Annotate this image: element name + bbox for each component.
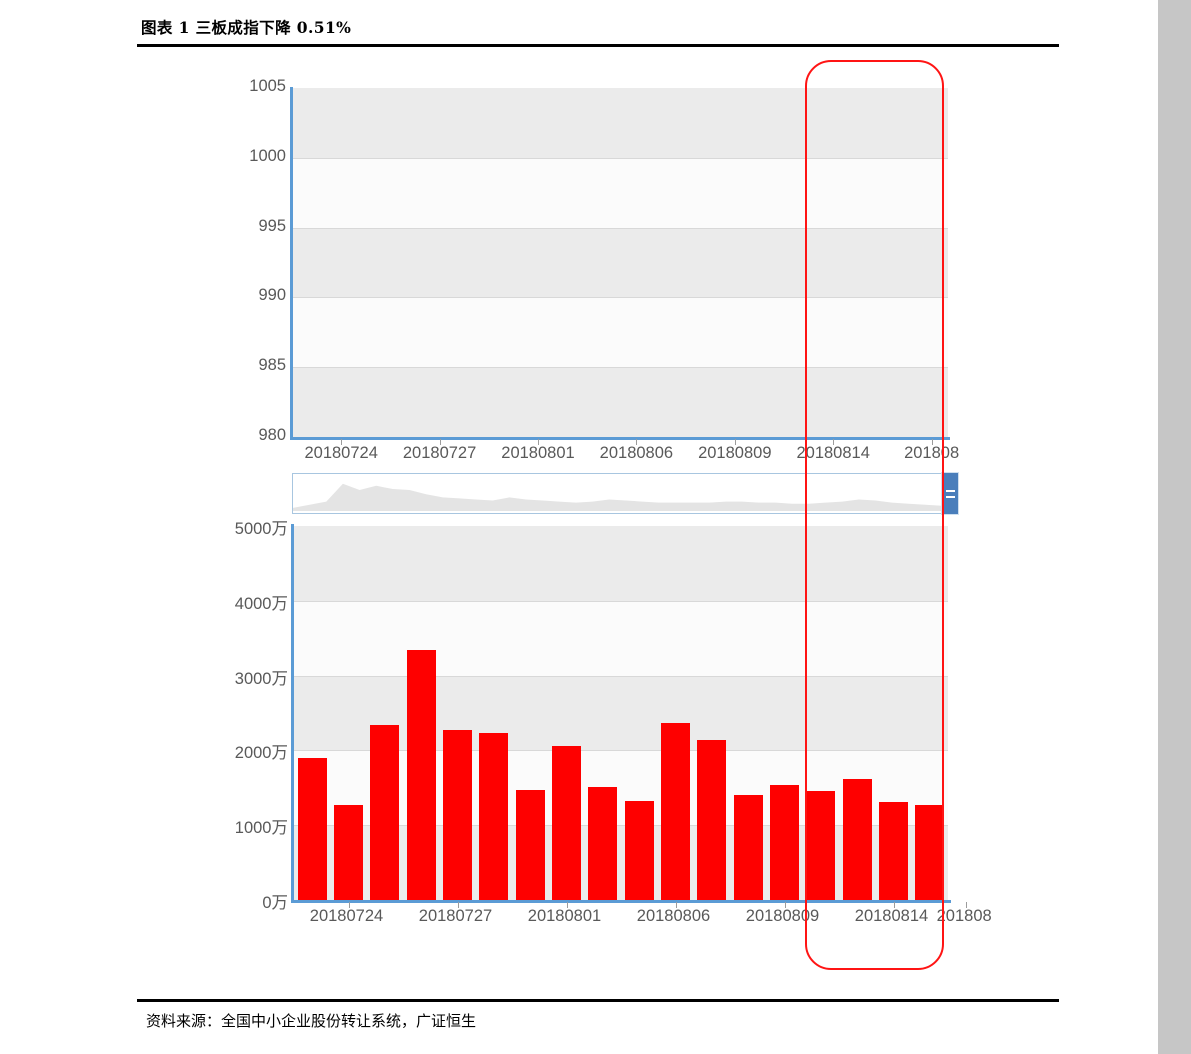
bar-chart-x-tick-label: 20180724	[309, 907, 384, 925]
bar-chart-x-tick-label: 20180814	[854, 907, 929, 925]
bar-chart-y-tick-label: 2000万	[234, 744, 288, 763]
bar-chart-x-axis-labels: 20180724 20180727 20180801 20180806 20180809…	[292, 907, 992, 931]
gridline	[294, 750, 948, 751]
line-chart-x-tick	[636, 439, 638, 445]
navigator-area-path	[293, 483, 942, 511]
plot-band	[292, 367, 948, 437]
bar-chart-bar[interactable]	[515, 790, 545, 900]
bar-chart-x-axis-line	[291, 900, 951, 903]
bar-chart-bar[interactable]	[370, 724, 400, 900]
navigator-right-handle[interactable]	[941, 472, 959, 515]
gridline	[292, 158, 948, 159]
bar-chart-x-tick	[893, 902, 895, 908]
bar-chart-y-tick-label: 5000万	[234, 520, 288, 538]
line-chart-y-tick-label: 980	[258, 426, 286, 444]
title-divider	[137, 44, 1059, 47]
line-chart-x-tick-label: 20180724	[304, 444, 378, 462]
line-chart-y-axis-line	[290, 87, 293, 439]
line-chart-plot-area[interactable]	[292, 88, 948, 437]
bar-chart-x-tick	[348, 902, 350, 908]
bar-chart-x-tick-label: 20180809	[745, 907, 820, 925]
gridline	[294, 601, 948, 602]
bar-chart-x-tick	[675, 902, 677, 908]
bar-chart-bar[interactable]	[406, 649, 436, 900]
bar-chart-y-axis-labels: 0万 1000万 2000万 3000万 4000万 5000万	[206, 0, 288, 980]
handle-grip-line-2	[946, 496, 955, 498]
line-chart-x-tick-label: 20180809	[698, 444, 772, 462]
line-chart-y-tick-label: 995	[258, 216, 286, 235]
line-chart-y-axis-labels: 980 985 990 995 1000 1005	[218, 0, 286, 520]
line-chart-x-tick	[833, 439, 835, 445]
line-chart-x-tick-label: 201808	[904, 444, 960, 462]
gridline	[292, 228, 948, 229]
plot-band	[294, 750, 948, 826]
page-right-gutter	[1158, 0, 1191, 1054]
bar-chart-bar[interactable]	[878, 802, 909, 900]
bar-chart-bar[interactable]	[733, 795, 763, 900]
bar-chart-y-tick-label: 0万	[262, 894, 288, 912]
bar-chart-x-tick	[566, 902, 568, 908]
figure-source-note: 资料来源：全国中小企业股份转让系统，广证恒生	[146, 1012, 477, 1030]
bar-chart-x-tick-label: 201808	[936, 907, 992, 925]
line-chart-x-tick	[439, 439, 441, 445]
plot-band	[292, 227, 948, 298]
bar-chart-bar[interactable]	[297, 757, 327, 900]
bar-chart-x-tick-label: 20180806	[636, 907, 711, 925]
bar-chart-y-axis-line	[291, 524, 294, 902]
bar-chart-bar[interactable]	[479, 733, 509, 900]
bar-chart-x-tick	[457, 902, 459, 908]
line-chart-x-tick	[931, 439, 933, 445]
range-navigator[interactable]	[292, 473, 945, 514]
line-chart-x-tick-label: 20180727	[402, 444, 477, 462]
line-chart-x-axis-line	[290, 437, 950, 440]
handle-grip-line-1	[946, 490, 955, 492]
line-chart-y-tick-label: 990	[258, 286, 286, 305]
gridline	[292, 297, 948, 298]
line-chart-x-tick-label: 20180806	[599, 444, 674, 462]
line-chart-x-tick	[538, 439, 539, 445]
plot-band	[294, 600, 948, 676]
plot-band	[292, 297, 948, 368]
line-chart-x-tick-label: 20180814	[796, 444, 870, 462]
gridline	[294, 825, 948, 826]
gridline	[292, 367, 948, 368]
bar-chart-bar[interactable]	[660, 723, 691, 900]
line-chart-x-tick	[734, 439, 736, 445]
bar-chart-bar[interactable]	[806, 790, 836, 900]
bar-chart-bar[interactable]	[588, 787, 618, 900]
line-chart-x-tick-label: 20180801	[501, 444, 575, 462]
gridline	[294, 676, 948, 677]
bar-chart-bar[interactable]	[333, 805, 364, 900]
bar-chart-bar[interactable]	[551, 745, 582, 900]
navigator-mini-area-chart	[293, 483, 942, 511]
chart-widget[interactable]: 980 985 990 995 1000 1005 20180724 20180727 201…	[0, 0, 1100, 990]
bar-chart-y-tick-label: 3000万	[234, 669, 288, 688]
bar-chart-x-tick	[784, 902, 786, 908]
bar-chart-plot-area[interactable]	[294, 526, 948, 900]
line-chart-y-tick-label: 1005	[249, 77, 286, 95]
bar-chart-bar[interactable]	[442, 730, 473, 900]
bar-chart-x-tick-label: 20180727	[418, 907, 493, 925]
bar-chart-bar[interactable]	[624, 800, 654, 900]
plot-band	[294, 526, 948, 601]
bar-chart-y-tick-label: 4000万	[234, 594, 288, 613]
bar-chart-x-tick	[966, 902, 968, 908]
plot-band	[292, 157, 948, 228]
plot-band	[294, 825, 948, 900]
line-chart-x-axis-labels: 20180724 20180727 20180801 20180806 20180809…	[292, 444, 972, 468]
bar-chart-x-tick-label: 20180801	[527, 907, 602, 925]
line-chart-x-tick	[341, 439, 343, 445]
bar-chart-bar[interactable]	[842, 778, 872, 900]
figure-title: 图表 1 三板成指下降 0.51%	[141, 18, 352, 37]
bar-chart-bar[interactable]	[915, 805, 945, 900]
footer-divider	[137, 999, 1059, 1002]
line-chart-y-tick-label: 985	[258, 356, 286, 375]
bar-chart-bar[interactable]	[769, 784, 800, 900]
bar-chart-y-tick-label: 1000万	[234, 819, 288, 838]
line-chart-y-tick-label: 1000	[249, 146, 286, 165]
plot-band	[294, 675, 948, 751]
plot-band	[292, 88, 948, 158]
bar-chart-bar[interactable]	[697, 739, 727, 900]
